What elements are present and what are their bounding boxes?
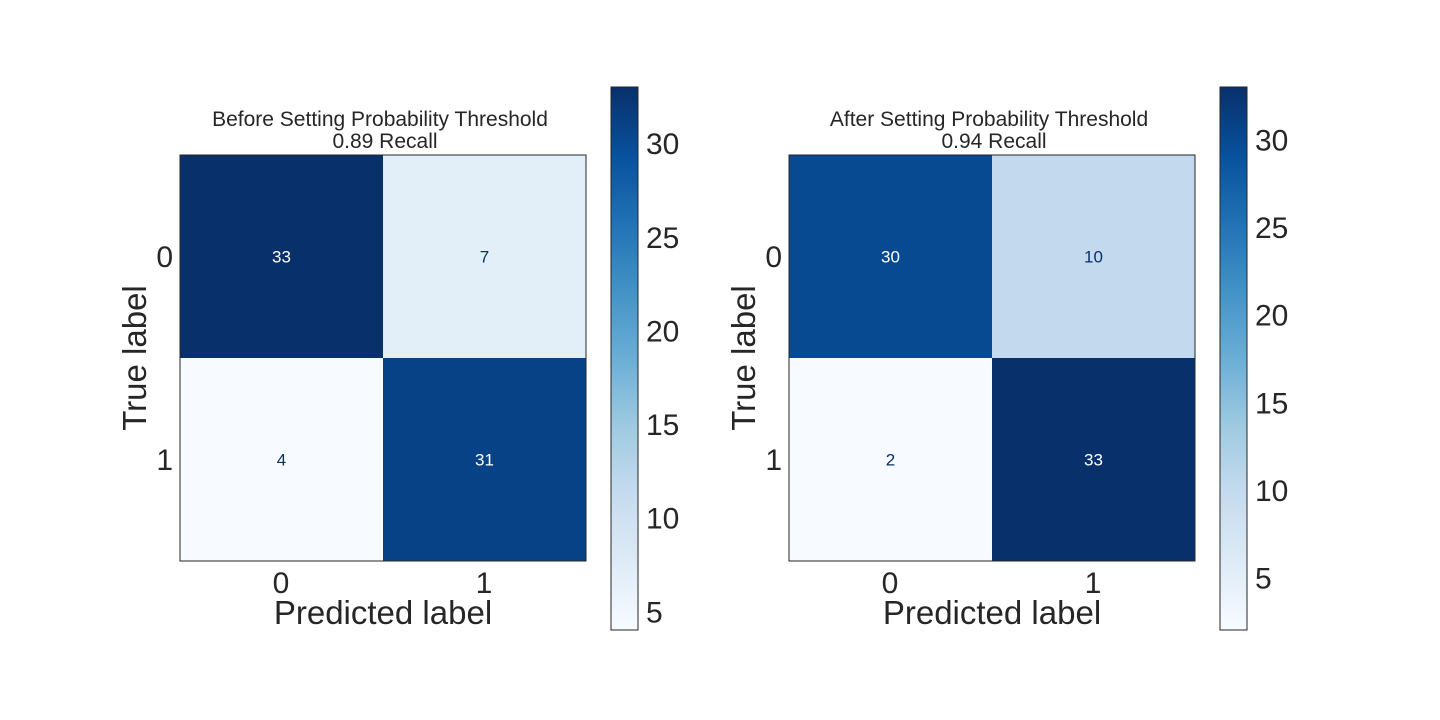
cell-value-label: 2 <box>886 451 895 470</box>
chart-subtitle-before: 0.89 Recall <box>332 130 437 153</box>
cell-value-label: 33 <box>272 248 291 267</box>
heatmap-frame-before <box>179 154 587 562</box>
y-tick-label: 0 <box>765 241 782 274</box>
colorbar-tick-label: 10 <box>646 503 679 536</box>
cell-value-label: 31 <box>475 451 494 470</box>
cell-value-label: 7 <box>480 248 489 267</box>
heatmap-cell <box>180 155 383 358</box>
colorbar-before: 5 10 15 20 25 30 <box>610 86 679 631</box>
colorbar-gradient <box>611 87 638 630</box>
cell-value-label: 10 <box>1084 248 1103 267</box>
heatmap-cell <box>383 155 586 358</box>
heatmap-cells-after: 30 10 2 33 <box>789 155 1195 561</box>
colorbar-tick-label: 10 <box>1255 475 1288 508</box>
colorbar-tick-label: 20 <box>646 315 679 348</box>
x-axis-label: Predicted label <box>883 594 1101 631</box>
heatmap-cell <box>789 358 992 561</box>
colorbar-frame <box>610 86 639 631</box>
heatmap-cell <box>789 155 992 358</box>
colorbar-tick-label: 25 <box>646 222 679 255</box>
cell-value-label: 4 <box>277 451 286 470</box>
colorbar-tick-label: 15 <box>1255 387 1288 420</box>
heatmap-cell <box>992 358 1195 561</box>
heatmap-cell <box>180 358 383 561</box>
colorbar-gradient <box>1220 87 1247 630</box>
panel-after: After Setting Probability Threshold 0.94… <box>725 86 1288 631</box>
heatmap-cells-before: 33 7 4 31 <box>180 155 586 561</box>
y-axis-label: True label <box>116 285 153 431</box>
heatmap-frame-after <box>788 154 1196 562</box>
colorbar-tick-label: 5 <box>646 596 663 629</box>
cell-value-label: 30 <box>881 248 900 267</box>
cell-value-label: 33 <box>1084 451 1103 470</box>
y-tick-label: 0 <box>156 241 173 274</box>
colorbar-tick-label: 15 <box>646 409 679 442</box>
colorbar-frame <box>1219 86 1248 631</box>
chart-title-after: After Setting Probability Threshold <box>830 108 1148 131</box>
y-tick-label: 1 <box>156 444 173 477</box>
y-tick-label: 1 <box>765 444 782 477</box>
x-tick-label: 0 <box>273 567 290 600</box>
chart-subtitle-after: 0.94 Recall <box>941 130 1046 153</box>
colorbar-tick-label: 25 <box>1255 212 1288 245</box>
heatmap-cell <box>992 155 1195 358</box>
colorbar-after: 5 10 15 20 25 30 <box>1219 86 1288 631</box>
chart-title-before: Before Setting Probability Threshold <box>212 108 548 131</box>
panel-before: Before Setting Probability Threshold 0.8… <box>116 86 679 631</box>
colorbar-tick-label: 30 <box>1255 125 1288 158</box>
x-tick-label: 1 <box>476 567 493 600</box>
colorbar-tick-label: 20 <box>1255 300 1288 333</box>
colorbar-tick-label: 30 <box>646 128 679 161</box>
x-tick-label: 1 <box>1085 567 1102 600</box>
y-axis-label: True label <box>725 285 762 431</box>
x-axis-label: Predicted label <box>274 594 492 631</box>
colorbar-tick-label: 5 <box>1255 562 1272 595</box>
heatmap-cell <box>383 358 586 561</box>
x-tick-label: 0 <box>882 567 899 600</box>
